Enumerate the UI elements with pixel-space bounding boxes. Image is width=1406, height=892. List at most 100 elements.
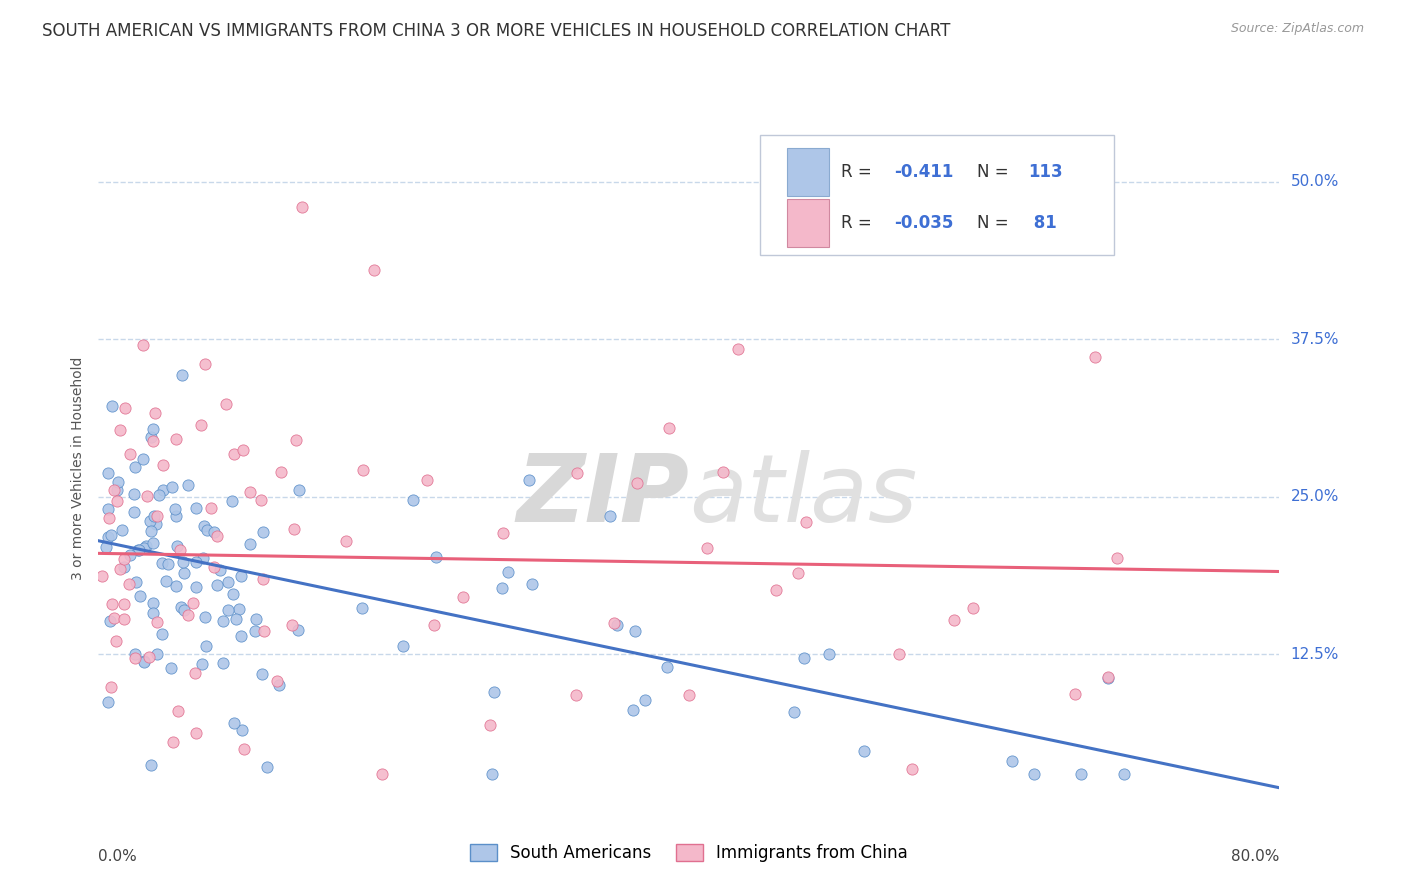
Point <box>252 667 274 681</box>
Text: N =: N = <box>977 214 1014 232</box>
Point <box>103 611 125 625</box>
Point <box>565 688 588 702</box>
Point <box>288 483 311 497</box>
Point <box>156 558 179 572</box>
Point <box>165 432 187 446</box>
Point <box>285 433 308 447</box>
Point <box>224 715 246 730</box>
Text: 113: 113 <box>1028 163 1063 181</box>
Point <box>252 524 274 539</box>
Point <box>165 579 187 593</box>
Point <box>658 421 681 435</box>
Point <box>191 657 214 672</box>
Point <box>228 602 250 616</box>
Point <box>142 535 165 549</box>
Point <box>291 200 314 214</box>
Point <box>793 651 815 665</box>
Point <box>1112 767 1135 781</box>
Point <box>138 650 160 665</box>
Text: 0.0%: 0.0% <box>98 849 138 864</box>
Point <box>696 541 718 555</box>
Point <box>110 423 132 437</box>
Point <box>146 509 169 524</box>
Point <box>283 522 305 536</box>
Point <box>148 488 170 502</box>
Point <box>1022 767 1045 781</box>
Point <box>205 578 228 592</box>
Point <box>392 639 415 653</box>
Point <box>942 613 965 627</box>
Point <box>194 610 217 624</box>
Point <box>143 406 166 420</box>
Point <box>231 723 253 737</box>
Point <box>122 486 145 500</box>
Point <box>160 480 183 494</box>
Point <box>173 566 195 580</box>
Point <box>205 529 228 543</box>
Point <box>229 629 252 643</box>
Point <box>132 655 155 669</box>
Point <box>169 542 191 557</box>
Point <box>97 530 120 544</box>
Point <box>901 762 924 776</box>
Point <box>217 574 239 589</box>
Point <box>111 523 134 537</box>
Point <box>172 368 194 383</box>
Point <box>139 524 162 539</box>
Point <box>136 489 159 503</box>
Point <box>599 508 621 523</box>
Point <box>105 483 128 497</box>
Point <box>163 502 186 516</box>
Point <box>765 583 787 598</box>
Point <box>150 627 173 641</box>
Point <box>150 556 173 570</box>
Point <box>124 460 146 475</box>
Point <box>138 515 160 529</box>
Point <box>100 399 122 413</box>
Point <box>118 447 141 461</box>
Point <box>134 654 156 668</box>
Point <box>215 397 238 411</box>
Point <box>852 744 875 758</box>
Point <box>167 704 190 718</box>
Point <box>165 509 187 524</box>
Point <box>91 569 114 583</box>
Point <box>481 767 503 781</box>
Point <box>270 465 292 479</box>
Point <box>520 577 543 591</box>
Point <box>112 560 135 574</box>
Point <box>177 607 200 622</box>
Point <box>202 524 225 539</box>
Point <box>98 614 121 628</box>
Point <box>142 596 165 610</box>
Point <box>623 624 645 639</box>
Point <box>194 639 217 653</box>
Point <box>118 548 141 562</box>
Point <box>128 543 150 558</box>
Point <box>231 569 253 583</box>
Text: SOUTH AMERICAN VS IMMIGRANTS FROM CHINA 3 OR MORE VEHICLES IN HOUSEHOLD CORRELAT: SOUTH AMERICAN VS IMMIGRANTS FROM CHINA … <box>42 22 950 40</box>
Point <box>194 357 217 371</box>
Text: 50.0%: 50.0% <box>1291 174 1339 189</box>
Point <box>606 618 628 632</box>
Point <box>142 434 165 449</box>
FancyBboxPatch shape <box>787 148 830 195</box>
Point <box>232 741 254 756</box>
Point <box>256 760 278 774</box>
Point <box>131 338 153 352</box>
Y-axis label: 3 or more Vehicles in Household: 3 or more Vehicles in Household <box>70 357 84 580</box>
Point <box>335 534 357 549</box>
Point <box>152 458 174 472</box>
Point <box>107 475 129 489</box>
Point <box>350 601 373 615</box>
Point <box>225 612 247 626</box>
Point <box>112 597 135 611</box>
Point <box>267 677 290 691</box>
Point <box>100 528 122 542</box>
Point <box>208 563 231 577</box>
Point <box>112 551 135 566</box>
Point <box>139 758 162 772</box>
Point <box>243 624 266 638</box>
Text: -0.411: -0.411 <box>894 163 953 181</box>
Text: 12.5%: 12.5% <box>1291 647 1339 662</box>
